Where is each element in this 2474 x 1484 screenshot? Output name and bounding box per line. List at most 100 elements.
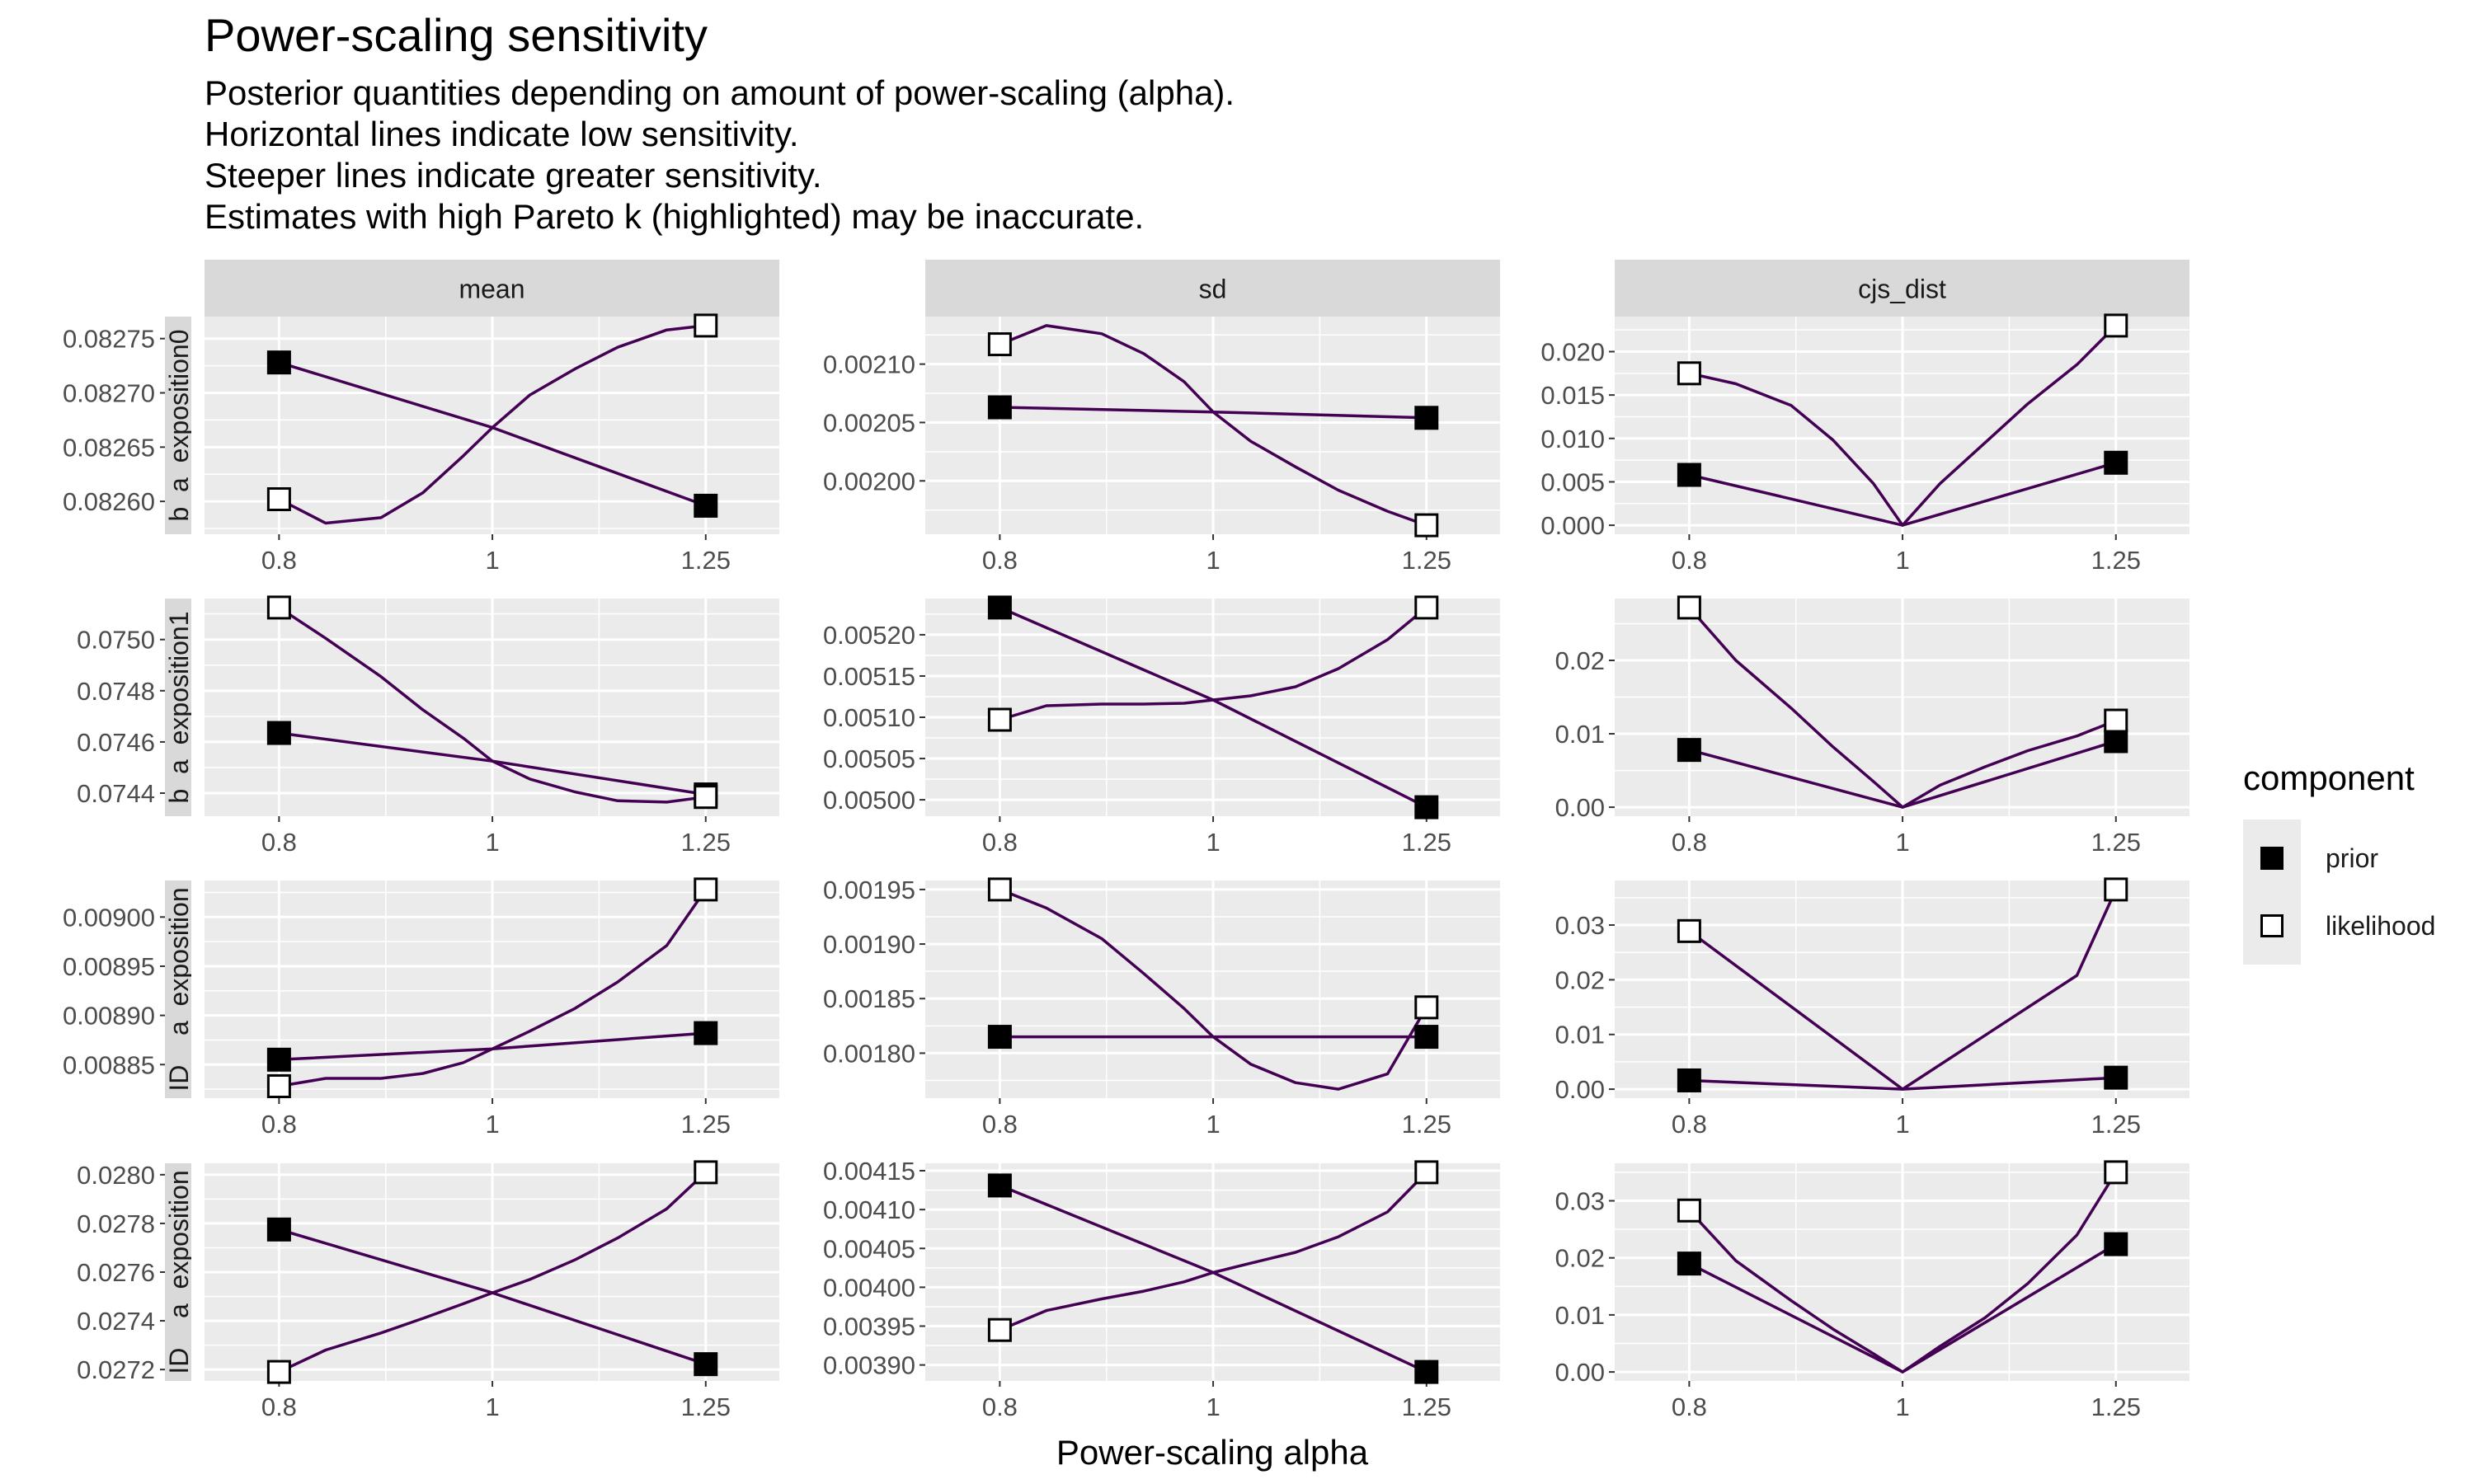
x-tick-label: 1 bbox=[1206, 828, 1220, 857]
x-tick-label: 1.25 bbox=[1402, 546, 1451, 575]
x-tick-label: 1 bbox=[1895, 1392, 1909, 1421]
legend: component prior likelihood bbox=[2243, 758, 2435, 965]
point-marker-prior bbox=[2104, 729, 2128, 754]
point-marker-prior bbox=[987, 395, 1012, 420]
facet-strip-label: sd bbox=[1199, 275, 1227, 304]
row-strip-label-group: ID__a_exposition bbox=[164, 1170, 194, 1374]
point-marker-prior bbox=[1677, 1068, 1701, 1092]
point-marker-prior bbox=[694, 1352, 718, 1377]
point-marker-prior bbox=[2104, 450, 2128, 475]
series-line-likelihood bbox=[1688, 889, 2118, 1091]
y-tick-label: 0.00500 bbox=[823, 786, 915, 815]
point-marker-likelihood bbox=[1677, 918, 1701, 943]
y-tick-label: 0.0750 bbox=[77, 626, 155, 655]
open-square-icon bbox=[2260, 914, 2284, 937]
facet-row-strip bbox=[165, 881, 191, 1098]
y-tick-label: 0.0274 bbox=[77, 1307, 155, 1336]
y-tick-label: 0.0746 bbox=[77, 728, 155, 757]
series-line-likelihood bbox=[999, 1171, 1428, 1331]
point-marker-prior bbox=[266, 721, 291, 745]
facet-strip-label: cjs_dist bbox=[1858, 275, 1946, 304]
y-tick-label: 0.015 bbox=[1540, 381, 1605, 410]
point-marker-likelihood bbox=[1677, 1198, 1701, 1223]
x-tick-label: 0.8 bbox=[982, 1392, 1018, 1421]
point-marker-prior bbox=[266, 350, 291, 375]
y-tick-label: 0.00 bbox=[1555, 1075, 1605, 1104]
facet-row-label: b_a_exposition0 bbox=[164, 329, 194, 521]
legend-title: component bbox=[2243, 758, 2415, 797]
point-marker-likelihood bbox=[1414, 595, 1439, 620]
point-marker-prior bbox=[987, 1173, 1012, 1198]
x-tick-label: 0.8 bbox=[261, 1110, 297, 1139]
x-tick-label: 0.8 bbox=[261, 546, 297, 575]
y-tick-label: 0.00395 bbox=[823, 1312, 915, 1341]
point-marker-likelihood bbox=[1677, 361, 1701, 386]
legend-item-likelihood: likelihood bbox=[2243, 892, 2435, 960]
y-tick-label: 0.00405 bbox=[823, 1234, 915, 1263]
y-tick-label: 0.00410 bbox=[823, 1195, 915, 1224]
x-axis-label: Power-scaling alpha bbox=[1056, 1433, 1369, 1472]
x-tick-label: 1.25 bbox=[2091, 828, 2141, 857]
x-tick-label: 1 bbox=[1206, 1110, 1220, 1139]
legend-keys: prior likelihood bbox=[2243, 819, 2435, 965]
y-tick-label: 0.02 bbox=[1555, 965, 1605, 994]
point-marker-prior bbox=[694, 493, 718, 518]
point-marker-likelihood bbox=[987, 332, 1012, 357]
y-tick-label: 0.0278 bbox=[77, 1209, 155, 1238]
y-tick-label: 0.00 bbox=[1555, 1358, 1605, 1387]
series-line-likelihood bbox=[1688, 1171, 2118, 1374]
point-marker-likelihood bbox=[2104, 877, 2128, 902]
point-marker-likelihood bbox=[694, 1160, 718, 1185]
point-marker-likelihood bbox=[266, 595, 291, 620]
y-tick-label: 0.00200 bbox=[823, 467, 915, 495]
point-marker-likelihood bbox=[1414, 995, 1439, 1020]
point-marker-likelihood bbox=[266, 1360, 291, 1384]
y-tick-label: 0.020 bbox=[1540, 337, 1605, 366]
point-marker-likelihood bbox=[987, 877, 1012, 902]
point-marker-likelihood bbox=[266, 487, 291, 512]
y-tick-label: 0.03 bbox=[1555, 1186, 1605, 1215]
point-marker-likelihood bbox=[987, 1317, 1012, 1342]
y-tick-label: 0.02 bbox=[1555, 646, 1605, 675]
x-tick-label: 1.25 bbox=[681, 828, 731, 857]
y-tick-label: 0.03 bbox=[1555, 911, 1605, 940]
facet-row-label: ID__a_exposition bbox=[164, 1170, 194, 1374]
point-marker-likelihood bbox=[694, 313, 718, 338]
y-tick-label: 0.00520 bbox=[823, 621, 915, 650]
x-tick-label: 1.25 bbox=[1402, 1392, 1451, 1421]
y-tick-label: 0.00205 bbox=[823, 408, 915, 437]
point-marker-likelihood bbox=[2104, 708, 2128, 733]
y-tick-label: 0.00885 bbox=[63, 1050, 155, 1079]
point-marker-prior bbox=[2104, 1065, 2128, 1090]
series-line-likelihood bbox=[999, 888, 1428, 1091]
y-tick-label: 0.0276 bbox=[77, 1258, 155, 1287]
y-tick-label: 0.0272 bbox=[77, 1355, 155, 1384]
facet-strip-mean bbox=[205, 260, 779, 317]
y-tick-label: 0.02 bbox=[1555, 1244, 1605, 1273]
x-tick-label: 1.25 bbox=[681, 1392, 731, 1421]
x-tick-label: 1 bbox=[1895, 828, 1909, 857]
point-marker-prior bbox=[266, 1217, 291, 1242]
x-tick-label: 1 bbox=[485, 1110, 499, 1139]
subtitle-line: Horizontal lines indicate low sensitivit… bbox=[205, 115, 799, 153]
x-tick-label: 1 bbox=[485, 546, 499, 575]
x-tick-label: 1.25 bbox=[681, 1110, 731, 1139]
point-marker-likelihood bbox=[1414, 513, 1439, 538]
point-marker-likelihood bbox=[2104, 313, 2128, 338]
y-tick-label: 0.0748 bbox=[77, 677, 155, 706]
series-line-likelihood bbox=[999, 324, 1427, 527]
y-tick-label: 0.00505 bbox=[823, 744, 915, 773]
x-tick-label: 0.8 bbox=[982, 546, 1018, 575]
x-tick-label: 0.8 bbox=[982, 828, 1018, 857]
facet-row-label: ID__a_exposition bbox=[164, 887, 194, 1091]
y-tick-label: 0.00510 bbox=[823, 703, 915, 732]
y-tick-label: 0.010 bbox=[1540, 425, 1605, 453]
y-tick-label: 0.00515 bbox=[823, 662, 915, 691]
point-marker-likelihood bbox=[694, 877, 718, 902]
point-marker-likelihood bbox=[266, 1074, 291, 1099]
x-tick-label: 1.25 bbox=[2091, 546, 2141, 575]
facet-row-strip bbox=[165, 599, 191, 816]
facet-strip-sd bbox=[925, 260, 1500, 317]
y-tick-label: 0.00 bbox=[1555, 793, 1605, 822]
series-line-likelihood bbox=[278, 324, 706, 525]
